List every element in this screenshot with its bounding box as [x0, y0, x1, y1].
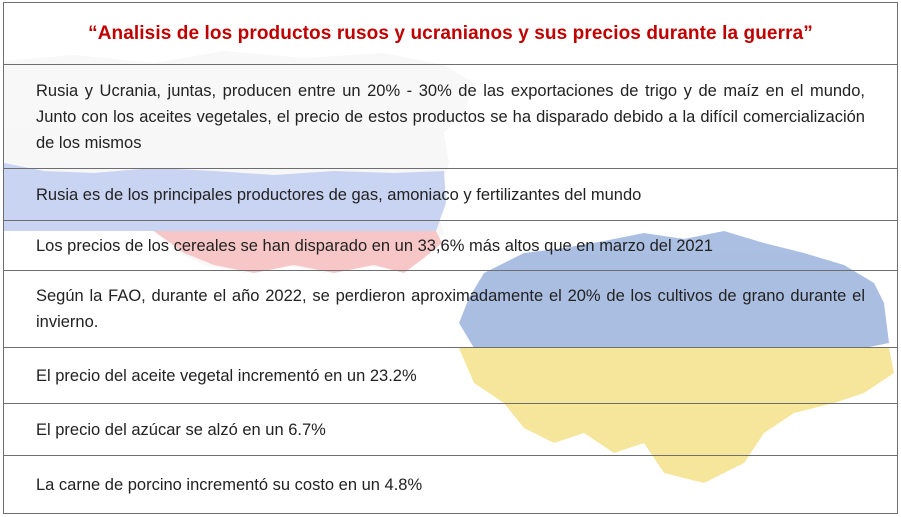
- table-row: El precio del aceite vegetal incrementó …: [4, 348, 897, 404]
- table-row: Rusia es de los principales productores …: [4, 169, 897, 221]
- row-text: El precio del azúcar se alzó en un 6.7%: [36, 420, 326, 439]
- ukraine-map-shape: [459, 231, 894, 483]
- row-text: Según la FAO, durante el año 2022, se pe…: [36, 287, 865, 331]
- row-text: El precio del aceite vegetal incrementó …: [36, 366, 417, 385]
- info-table: “Analisis de los productos rusos y ucran…: [3, 2, 898, 514]
- table-row: Rusia y Ucrania, juntas, producen entre …: [4, 65, 897, 169]
- table-title: “Analisis de los productos rusos y ucran…: [88, 22, 813, 44]
- russia-map-shape: [4, 51, 474, 273]
- russia-ukraine-flag-map-watermark: [4, 51, 894, 483]
- table-row: Los precios de los cereales se han dispa…: [4, 221, 897, 271]
- table-row: El precio del azúcar se alzó en un 6.7%: [4, 404, 897, 456]
- table-row: La carne de porcino incrementó su costo …: [4, 456, 897, 513]
- table-row: Según la FAO, durante el año 2022, se pe…: [4, 271, 897, 348]
- row-text: Rusia y Ucrania, juntas, producen entre …: [36, 81, 865, 152]
- row-text: La carne de porcino incrementó su costo …: [36, 475, 423, 494]
- row-text: Rusia es de los principales productores …: [36, 185, 642, 204]
- row-text: Los precios de los cereales se han dispa…: [36, 236, 713, 255]
- title-row: “Analisis de los productos rusos y ucran…: [4, 3, 897, 65]
